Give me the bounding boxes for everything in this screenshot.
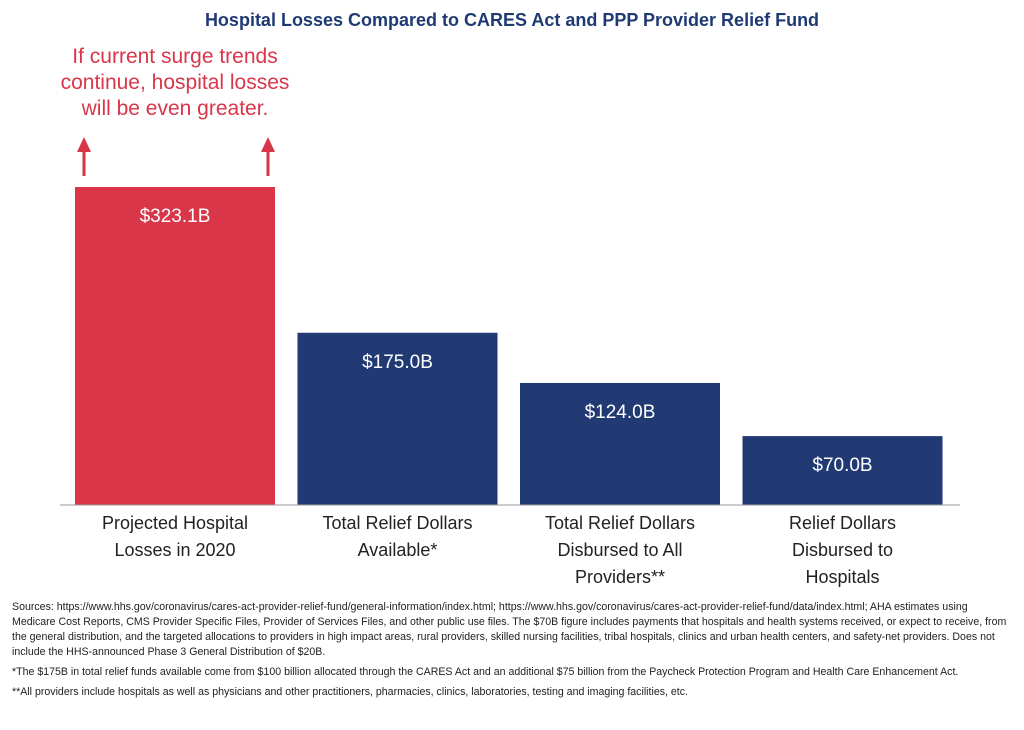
- up-arrow-icon: [261, 137, 275, 176]
- footnote-2: **All providers include hospitals as wel…: [12, 686, 688, 698]
- bar: [297, 332, 498, 505]
- annotation-line: continue, hospital losses: [60, 71, 290, 94]
- category-label: Disbursed to All: [557, 540, 682, 560]
- sources-note: Sources: https://www.hhs.gov/coronavirus…: [12, 601, 1007, 658]
- category-label: Available*: [358, 540, 438, 560]
- bar-value-label: $124.0B: [585, 402, 656, 423]
- category-label: Losses in 2020: [114, 540, 235, 560]
- footnotes: Sources: https://www.hhs.gov/coronavirus…: [12, 600, 1012, 705]
- bar: [742, 436, 943, 505]
- bar-value-label: $175.0B: [362, 352, 433, 373]
- category-label: Disbursed to: [792, 540, 893, 560]
- up-arrow-icon: [77, 137, 91, 176]
- chart-title: Hospital Losses Compared to CARES Act an…: [204, 10, 820, 30]
- category-label: Hospitals: [805, 567, 879, 587]
- annotation-line: will be even greater.: [81, 97, 269, 120]
- annotation-arrows: [77, 137, 275, 176]
- category-label: Total Relief Dollars: [545, 513, 695, 533]
- bar: [520, 382, 720, 505]
- footnote-1: *The $175B in total relief funds availab…: [12, 666, 959, 678]
- category-label: Relief Dollars: [789, 513, 896, 533]
- bar-value-label: $70.0B: [812, 455, 872, 476]
- bar-chart: $323.1B Projected Hospital Losses in 2020 $…: [60, 137, 960, 587]
- bar: [75, 187, 275, 505]
- annotation-line: If current surge trends: [72, 45, 278, 68]
- category-label: Projected Hospital: [102, 513, 248, 533]
- surge-annotation: If current surge trends continue, hospit…: [30, 44, 320, 122]
- bar-value-label: $323.1B: [140, 206, 211, 227]
- category-label: Providers**: [575, 567, 665, 587]
- category-label: Total Relief Dollars: [322, 513, 472, 533]
